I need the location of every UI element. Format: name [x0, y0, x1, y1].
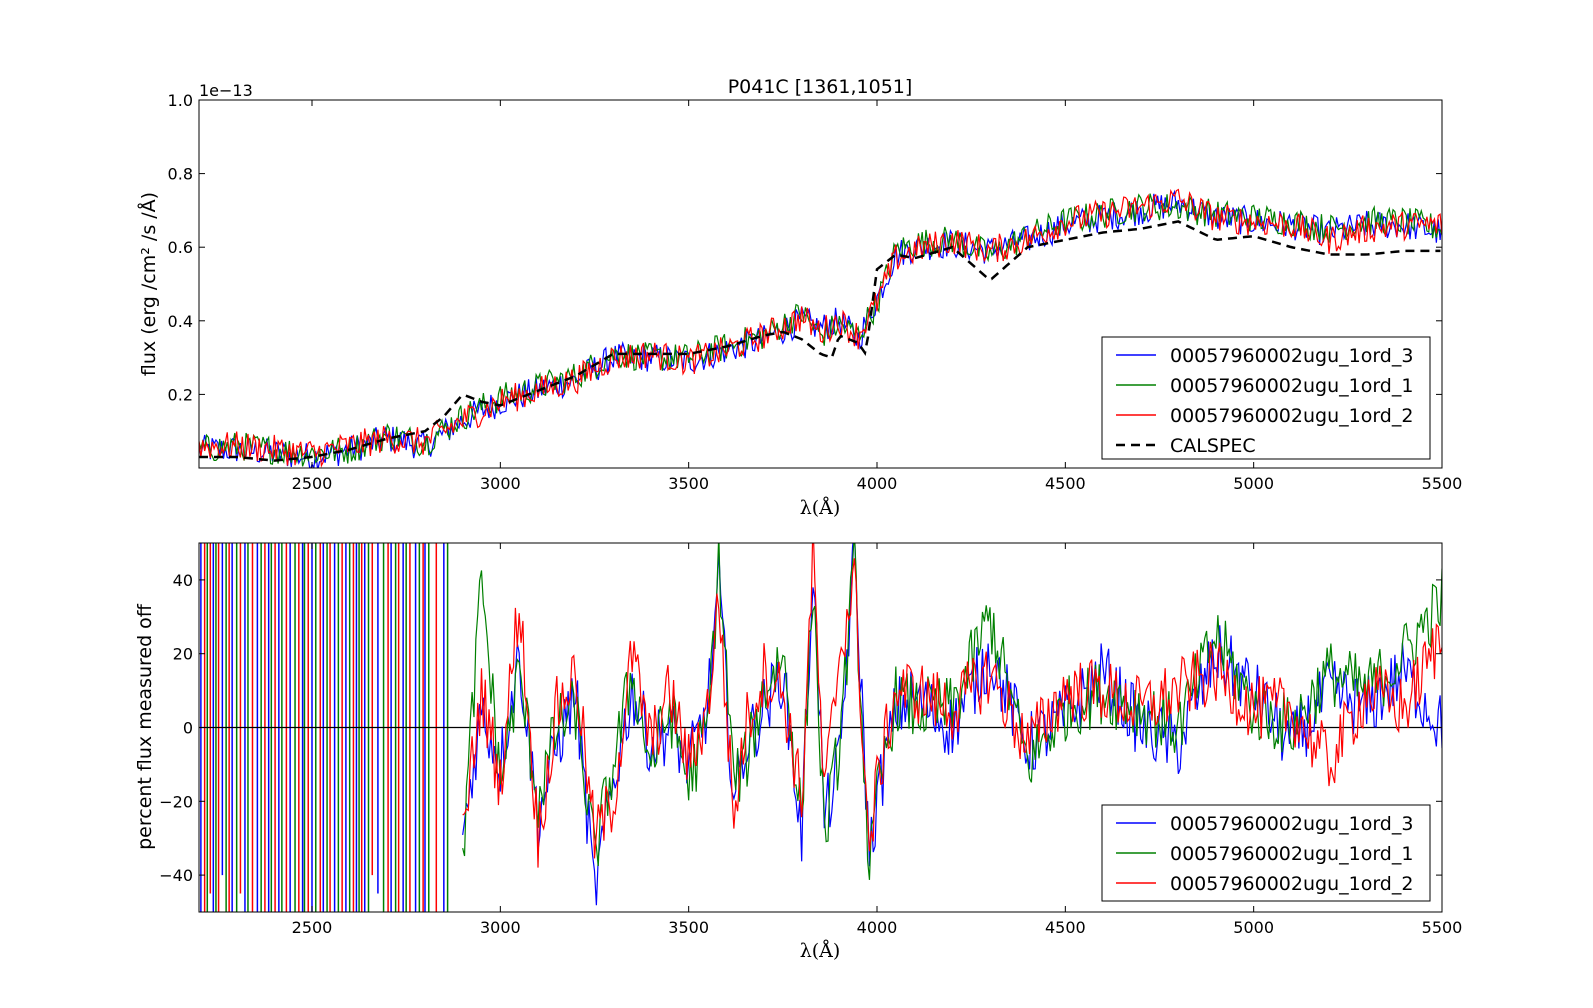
flux-xtick-label: 4500	[1045, 474, 1086, 493]
percent-series-line-2	[462, 543, 1442, 880]
percent-xtick-label: 3000	[480, 918, 521, 937]
percent-ytick-label: −40	[159, 866, 193, 885]
flux-xtick-label: 4000	[857, 474, 898, 493]
flux-ytick-label: 1.0	[168, 91, 193, 110]
flux-xtick-label: 3500	[668, 474, 709, 493]
percent-ytick-label: 0	[183, 719, 193, 738]
flux-xtick-label: 3000	[480, 474, 521, 493]
flux-ytick-label: 0.2	[168, 385, 193, 404]
percent-xtick-label: 4000	[857, 918, 898, 937]
percent-xlabel: λ(Å)	[800, 940, 841, 962]
percent-series-group	[199, 543, 1442, 912]
flux-series-line-1	[199, 189, 1442, 468]
flux-offset-text: 1e−13	[199, 81, 253, 100]
percent-legend-label: 00057960002ugu_1ord_1	[1170, 843, 1413, 865]
percent-legend-label: 00057960002ugu_1ord_3	[1170, 813, 1413, 835]
flux-xlabel: λ(Å)	[800, 497, 841, 519]
percent-legend-box	[1101, 804, 1431, 902]
percent-ytick-label: 20	[173, 645, 193, 664]
flux-legend: 00057960002ugu_1ord_3 00057960002ugu_1ord…	[1101, 336, 1431, 460]
flux-legend-label: CALSPEC	[1170, 435, 1256, 457]
percent-xtick-label: 4500	[1045, 918, 1086, 937]
percent-ylabel: percent flux measured off	[134, 603, 156, 850]
flux-series-group	[199, 188, 1442, 468]
percent-panel: 2500 3000 3500 4000 4500 5000 5500−40−2002040 …	[134, 542, 1462, 962]
flux-ylabel: flux (erg /cm² /s /Å)	[137, 192, 160, 376]
percent-ytick-label: −20	[159, 792, 193, 811]
flux-xtick-label: 5500	[1422, 474, 1463, 493]
percent-ticks: 2500 3000 3500 4000 4500 5000 5500 −40 −20 0 20 40	[159, 543, 1462, 937]
flux-legend-label: 00057960002ugu_1ord_1	[1170, 375, 1413, 397]
percent-ytick-label: 40	[173, 571, 193, 590]
flux-ticks: 2500 3000 3500 4000 4500 5000 5500 0.2 0.4 0.6 0.8…	[168, 91, 1463, 493]
series-line-calspec	[199, 220, 1441, 462]
percent-legend-label: 00057960002ugu_1ord_2	[1170, 873, 1413, 895]
flux-title: P041C [1361,1051]	[728, 76, 913, 98]
flux-panel: 2500 3000 3500 4000 4500 5000 5500 0.2 0.4 0.6 0.8…	[137, 76, 1462, 519]
percent-xtick-label: 2500	[292, 918, 333, 937]
flux-legend-label: 00057960002ugu_1ord_3	[1170, 345, 1413, 367]
percent-series-line-3	[462, 543, 1442, 868]
flux-ytick-label: 0.4	[168, 312, 193, 331]
flux-legend-box	[1101, 336, 1431, 460]
flux-ytick-label: 0.6	[168, 238, 193, 257]
flux-xtick-label: 2500	[292, 474, 333, 493]
flux-ytick-label: 0.8	[168, 165, 193, 184]
percent-xtick-label: 3500	[668, 918, 709, 937]
percent-xtick-label: 5000	[1233, 918, 1274, 937]
flux-xtick-label: 5000	[1233, 474, 1274, 493]
flux-legend-label: 00057960002ugu_1ord_2	[1170, 405, 1413, 427]
percent-legend: 00057960002ugu_1ord_3 00057960002ugu_1ord…	[1101, 804, 1431, 902]
percent-xtick-label: 5500	[1422, 918, 1463, 937]
flux-plot-frame	[198, 99, 1443, 469]
